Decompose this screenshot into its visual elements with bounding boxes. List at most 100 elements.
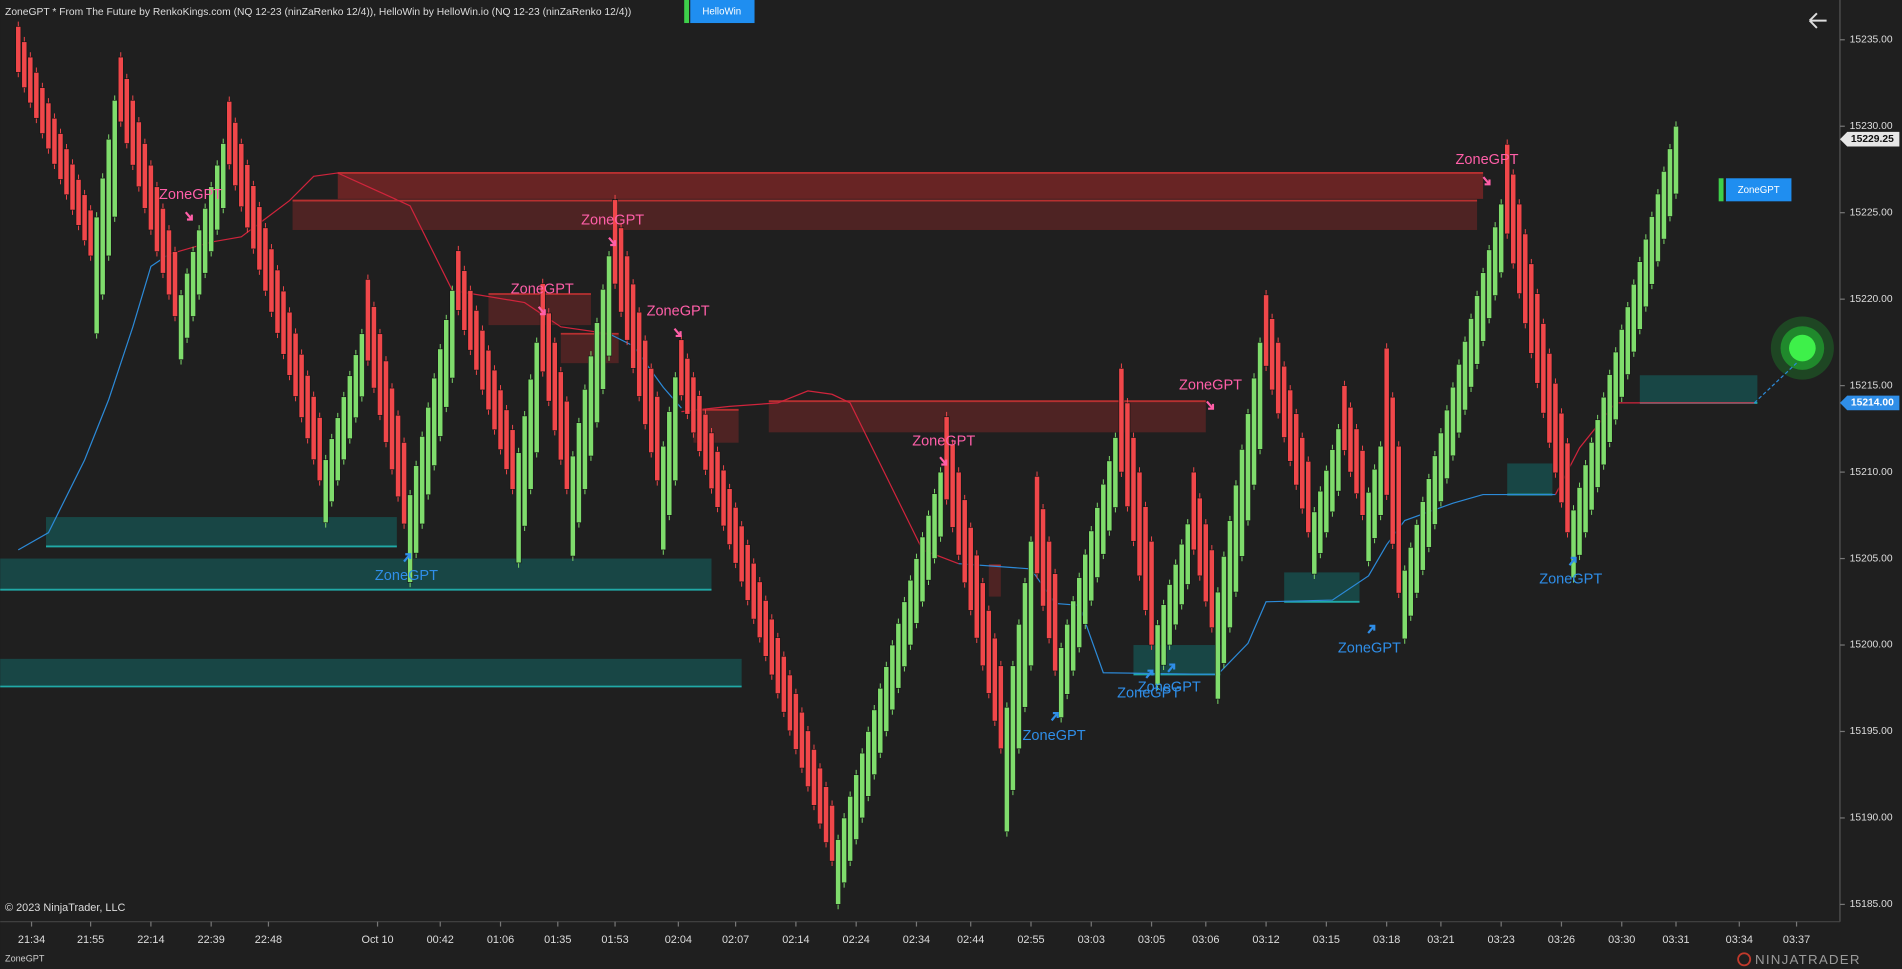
brick <box>1317 490 1324 554</box>
trail-line <box>1753 362 1797 404</box>
brick <box>111 99 118 218</box>
brick <box>594 322 600 423</box>
brick <box>316 417 323 482</box>
x-tick-label: 03:23 <box>1488 934 1515 946</box>
brick <box>1299 437 1306 510</box>
brick <box>889 644 896 711</box>
brick <box>1570 509 1577 579</box>
brick <box>1239 449 1245 557</box>
brick <box>1064 623 1071 695</box>
brick <box>630 283 637 369</box>
signal-arrowhead <box>1052 712 1059 718</box>
trail-line <box>17 253 170 551</box>
brick <box>166 229 172 296</box>
zone <box>292 200 1478 230</box>
back-arrow[interactable] <box>1808 12 1827 29</box>
brick <box>702 413 709 471</box>
signal-arrowhead <box>1147 669 1154 676</box>
x-tick-label: Oct 10 <box>361 934 393 946</box>
brick <box>81 194 88 241</box>
brick <box>443 319 450 408</box>
x-tick-label: 02:14 <box>782 934 809 946</box>
side-button-marker <box>1718 178 1724 202</box>
side-button-label[interactable]: ZoneGPT <box>1738 185 1780 196</box>
y-tick-label: 15185.00 <box>1850 899 1893 910</box>
brick <box>491 369 498 431</box>
x-tick-label: 01:35 <box>544 934 571 946</box>
brick <box>1347 406 1354 473</box>
x-tick-label: 21:34 <box>18 934 45 946</box>
brick <box>160 208 166 274</box>
brick <box>1058 647 1064 718</box>
brick <box>527 378 534 490</box>
x-tick-label: 03:21 <box>1427 934 1454 946</box>
y-tick-label: 15190.00 <box>1850 813 1893 824</box>
zone <box>1639 375 1758 403</box>
brick <box>1052 573 1058 672</box>
brick <box>1245 413 1251 522</box>
signal-label: ZoneGPT <box>912 433 975 449</box>
brick <box>793 693 799 750</box>
brick <box>714 451 721 508</box>
button-label[interactable]: HelloWin <box>702 7 741 18</box>
brick <box>1462 341 1468 411</box>
brick <box>455 250 462 311</box>
brick <box>696 395 703 452</box>
zonegpt-button[interactable] <box>1725 178 1792 202</box>
brick <box>1642 238 1649 308</box>
hellowin-button[interactable] <box>690 0 755 24</box>
x-tick-label: 03:12 <box>1252 934 1279 946</box>
x-tick-label: 02:55 <box>1017 934 1044 946</box>
brick <box>334 417 341 482</box>
brick <box>123 78 130 144</box>
price-marker-label: 15214.00 <box>1851 398 1894 409</box>
brick <box>93 216 100 335</box>
brick <box>1178 543 1185 605</box>
brick <box>190 251 196 317</box>
brick <box>1136 471 1143 577</box>
zone <box>1284 572 1360 602</box>
brick <box>1383 347 1390 496</box>
brick <box>1528 263 1535 354</box>
brick <box>684 358 691 415</box>
brick <box>1630 283 1637 353</box>
brick <box>967 527 974 611</box>
signal-label: ZoneGPT <box>159 187 222 203</box>
brick <box>1600 396 1607 466</box>
brick <box>1377 445 1384 516</box>
brick <box>1480 272 1486 342</box>
brick <box>955 471 962 556</box>
brick <box>787 674 793 732</box>
brick <box>467 290 474 351</box>
brick <box>1335 428 1342 492</box>
brick <box>148 164 154 231</box>
brick <box>1257 342 1263 450</box>
brick <box>15 26 22 73</box>
trail-line <box>681 390 959 565</box>
y-tick-label: 15230.00 <box>1850 121 1893 132</box>
x-tick-label: 03:18 <box>1373 934 1400 946</box>
brick <box>925 515 932 581</box>
brick <box>250 185 257 250</box>
brick <box>1251 377 1257 486</box>
brick <box>292 332 299 397</box>
brick <box>799 711 805 769</box>
x-tick-label: 01:06 <box>487 934 514 946</box>
brick <box>69 163 76 211</box>
brick <box>1166 584 1173 646</box>
brick <box>877 687 884 754</box>
brick <box>973 554 980 639</box>
brick <box>244 164 251 229</box>
brick <box>1040 508 1046 607</box>
brick <box>997 665 1004 750</box>
brick <box>853 774 860 840</box>
brick <box>99 177 106 296</box>
brick <box>943 416 950 501</box>
brick <box>208 186 215 252</box>
brick <box>274 269 281 334</box>
brick <box>413 465 419 554</box>
brick <box>1564 442 1571 533</box>
brick <box>1293 413 1300 486</box>
brick <box>298 353 305 418</box>
